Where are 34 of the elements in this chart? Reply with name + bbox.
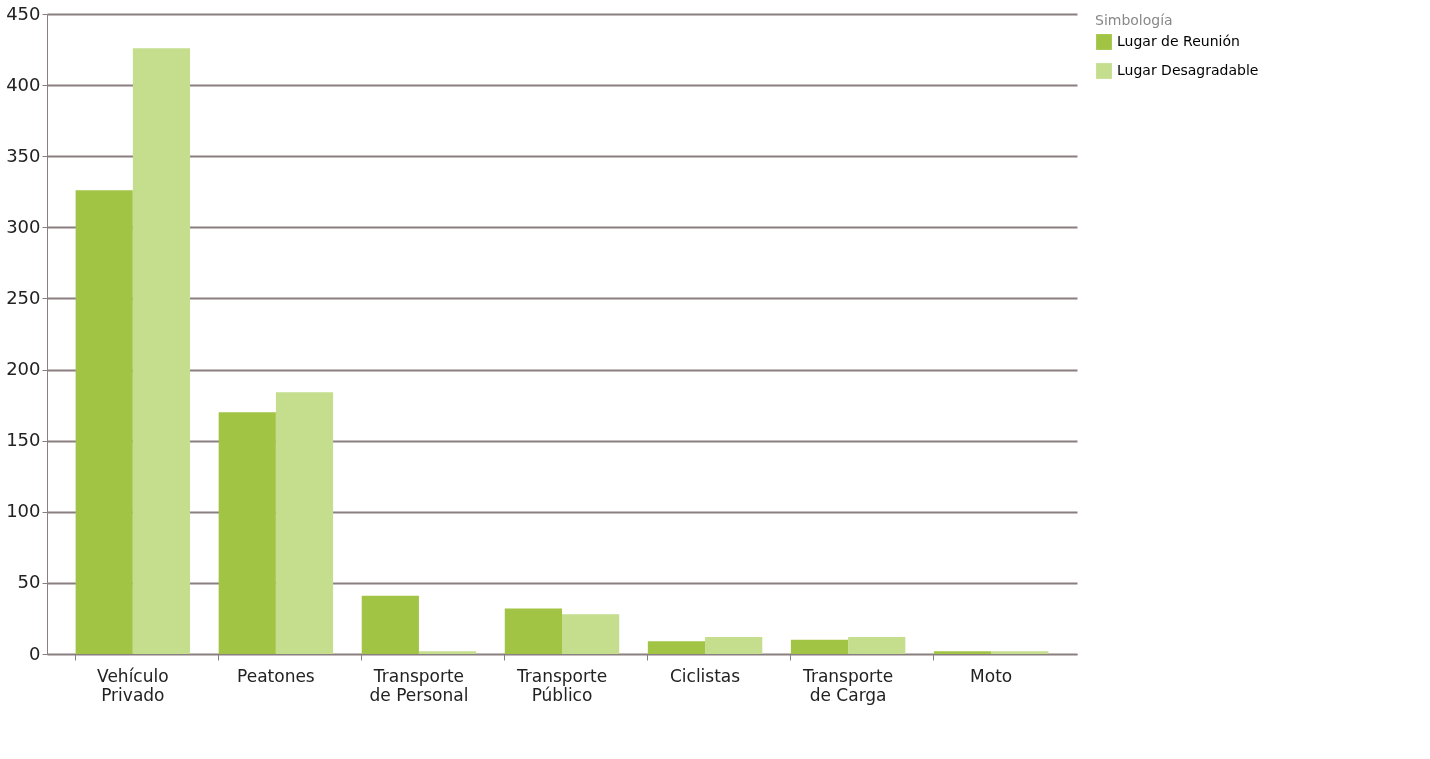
- bar: [504, 608, 562, 654]
- y-tick-label: 200: [6, 358, 41, 380]
- bar: [218, 412, 276, 654]
- x-tick-label: Transporte de Personal: [369, 665, 469, 705]
- x-tick-label: Transporte Público: [515, 665, 608, 705]
- bar: [848, 636, 906, 654]
- y-tick-label: 150: [6, 429, 41, 451]
- bar: [75, 190, 133, 654]
- legend-label: Lugar de Reunión: [1117, 33, 1240, 49]
- x-tick-label: Peatones: [237, 665, 315, 686]
- x-tick-label: Transporte de Carga: [801, 665, 894, 705]
- y-tick-label: 300: [6, 215, 41, 237]
- bar: [562, 614, 620, 654]
- y-tick-label: 50: [17, 571, 41, 593]
- bar: [790, 639, 849, 654]
- bar: [991, 651, 1049, 654]
- y-tick-label: 250: [6, 286, 41, 308]
- legend-label: Lugar Desagradable: [1117, 62, 1259, 78]
- bar: [933, 651, 992, 654]
- bar: [132, 48, 191, 654]
- x-tick-label: Ciclistas: [669, 665, 741, 686]
- y-tick-label: 350: [6, 144, 41, 166]
- y-tick-label: 0: [29, 642, 41, 664]
- x-tick-label: Moto: [970, 665, 1013, 686]
- y-tick-label: 100: [6, 500, 41, 522]
- y-tick-label: 400: [6, 73, 41, 95]
- legend-title: Simbología: [1095, 12, 1173, 28]
- bar: [418, 651, 477, 654]
- y-tick-label: 450: [6, 2, 41, 24]
- x-tick-label: Vehículo Privado: [97, 665, 169, 705]
- bar: [275, 392, 334, 654]
- bar: [361, 595, 419, 654]
- bar: [705, 636, 763, 654]
- bar: [647, 641, 706, 654]
